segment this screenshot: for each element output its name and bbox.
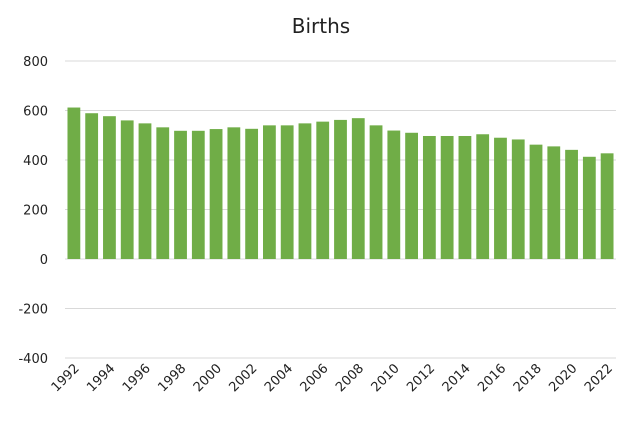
bar-2015 [476, 134, 490, 259]
bar-2019 [547, 146, 561, 259]
bar-1999 [191, 130, 205, 259]
x-tick-label: 2006 [298, 361, 332, 395]
bar-1992 [67, 107, 81, 259]
y-tick-label: 0 [40, 253, 48, 268]
bar-2007 [334, 119, 347, 259]
x-tick-label: 1994 [84, 361, 118, 395]
y-tick-label: -200 [18, 303, 48, 318]
x-tick-label: 1996 [120, 361, 154, 395]
bar-1993 [85, 113, 99, 259]
x-tick-label: 2014 [440, 361, 474, 395]
bar-1995 [120, 120, 134, 260]
x-tick-label: 2022 [582, 361, 616, 395]
bar-2004 [280, 125, 294, 259]
chart-title: Births [291, 14, 351, 38]
y-tick-label: 200 [23, 204, 48, 219]
bar-2000 [209, 129, 223, 259]
x-tick-label: 1992 [49, 361, 83, 395]
bar-2006 [316, 121, 330, 259]
bar-1998 [174, 130, 187, 259]
bar-1997 [156, 127, 170, 259]
bar-2012 [422, 135, 436, 259]
bar-2005 [298, 123, 312, 260]
bar-2013 [440, 135, 454, 259]
bar-2008 [351, 118, 365, 259]
bar-2020 [565, 149, 578, 259]
x-tick-label: 2004 [262, 361, 296, 395]
bar-2010 [387, 130, 401, 259]
bar-2011 [405, 132, 418, 259]
x-tick-label: 2018 [511, 361, 545, 395]
bar-2014 [458, 135, 472, 259]
x-tick-label: 2010 [369, 361, 403, 395]
bar-2022 [600, 153, 614, 259]
bar-2009 [369, 125, 383, 259]
bar-2017 [511, 139, 525, 259]
x-tick-label: 2016 [475, 361, 509, 395]
bar-1996 [138, 123, 152, 260]
bar-2003 [263, 125, 276, 259]
y-tick-label: 600 [23, 105, 48, 120]
y-tick-label: -400 [18, 352, 48, 367]
x-tick-label: 1998 [155, 361, 189, 395]
x-tick-label: 2002 [226, 361, 260, 395]
bar-2016 [494, 137, 507, 259]
x-tick-label: 2020 [546, 361, 580, 395]
x-tick-label: 2000 [191, 361, 225, 395]
x-tick-label: 2012 [404, 361, 438, 395]
bar-2018 [529, 144, 543, 259]
bar-2002 [245, 128, 259, 259]
bar-2021 [582, 156, 596, 259]
y-tick-label: 800 [23, 55, 48, 70]
x-tick-label: 2008 [333, 361, 367, 395]
y-tick-label: 400 [23, 154, 48, 169]
bar-2001 [227, 127, 241, 259]
bar-1994 [103, 116, 116, 259]
